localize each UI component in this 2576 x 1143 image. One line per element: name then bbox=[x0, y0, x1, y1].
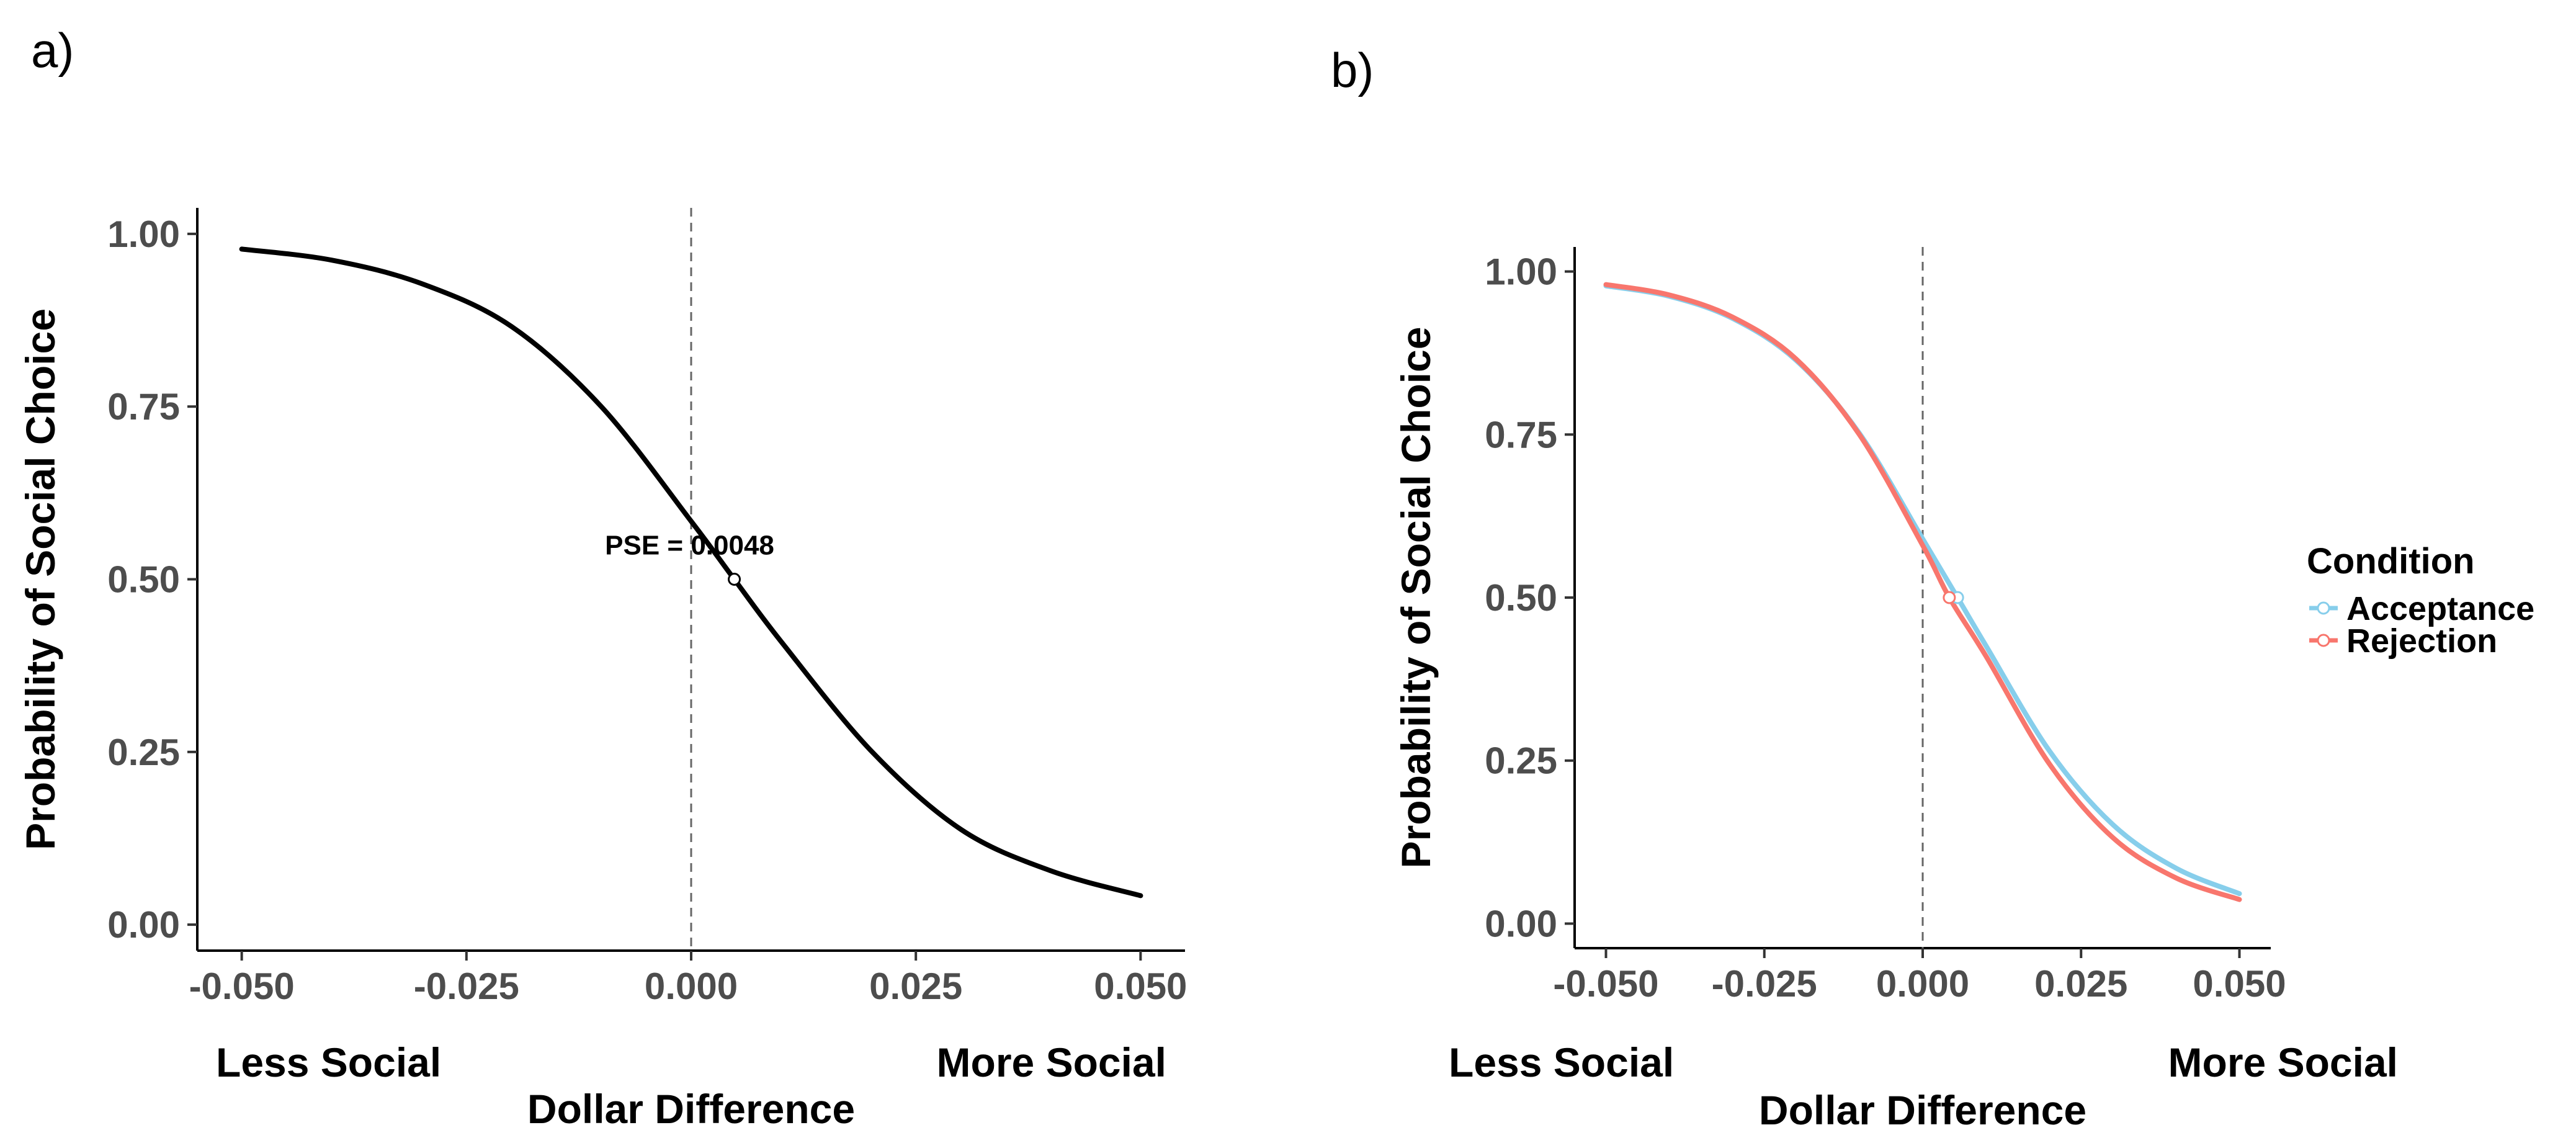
x-tick-label: 0.000 bbox=[1876, 963, 1969, 1005]
x-tick-label: -0.025 bbox=[1712, 963, 1817, 1005]
legend-label-rejection: Rejection bbox=[2346, 622, 2497, 660]
y-tick-label: 0.75 bbox=[1485, 414, 1557, 455]
legend-item-rejection: Rejection bbox=[2309, 622, 2497, 660]
y-axis-title: Probability of Social Choice bbox=[17, 308, 63, 850]
panel-a: a) 0.00 0.25 0.50 0.75 1.00 -0.050 -0.025 0.00… bbox=[17, 23, 1187, 1132]
less-social-label: Less Social bbox=[1449, 1039, 1674, 1085]
rejection-curve bbox=[1603, 282, 2242, 902]
y-axis-title: Probability of Social Choice bbox=[1393, 327, 1439, 869]
x-tick-label: -0.025 bbox=[414, 966, 519, 1007]
x-tick-label: 0.000 bbox=[645, 966, 738, 1007]
x-axis-title: Dollar Difference bbox=[527, 1086, 855, 1132]
x-tick-label: 0.050 bbox=[1094, 966, 1187, 1007]
y-ticks: 0.00 0.25 0.50 0.75 1.00 bbox=[107, 213, 197, 946]
x-ticks: -0.050 -0.025 0.000 0.025 0.050 bbox=[189, 951, 1187, 1007]
rejection-pse-marker bbox=[1943, 591, 1956, 604]
legend-marker-rejection bbox=[2317, 634, 2330, 647]
y-tick-label: 0.00 bbox=[1485, 903, 1557, 944]
x-axis-title: Dollar Difference bbox=[1759, 1087, 2086, 1133]
more-social-label: More Social bbox=[937, 1039, 1166, 1085]
pse-annotation: PSE = 0.0048 bbox=[605, 531, 774, 561]
y-tick-label: 0.00 bbox=[107, 904, 180, 946]
y-tick-label: 0.50 bbox=[107, 559, 180, 601]
panel-b-label: b) bbox=[1331, 43, 1374, 97]
y-tick-label: 0.50 bbox=[1485, 577, 1557, 619]
probability-curve bbox=[239, 246, 1143, 899]
panel-a-label: a) bbox=[31, 23, 74, 78]
y-ticks: 0.00 0.25 0.50 0.75 1.00 bbox=[1485, 251, 1575, 944]
y-tick-label: 0.75 bbox=[107, 386, 180, 428]
x-ticks: -0.050 -0.025 0.000 0.025 0.050 bbox=[1553, 948, 2286, 1005]
less-social-label: Less Social bbox=[216, 1039, 441, 1085]
x-tick-label: 0.025 bbox=[2034, 963, 2127, 1005]
more-social-label: More Social bbox=[2168, 1039, 2398, 1085]
y-tick-label: 1.00 bbox=[1485, 251, 1557, 293]
pse-marker bbox=[728, 573, 741, 586]
panel-b: b) 0.00 0.25 0.50 0.75 1.00 -0.050 -0.025 0.00… bbox=[1331, 43, 2534, 1133]
x-tick-label: -0.050 bbox=[1553, 963, 1658, 1005]
legend-title: Condition bbox=[2307, 541, 2475, 581]
y-tick-label: 0.25 bbox=[1485, 740, 1557, 782]
legend-item-acceptance: Acceptance bbox=[2309, 590, 2534, 627]
y-tick-label: 1.00 bbox=[107, 213, 180, 255]
x-tick-label: -0.050 bbox=[189, 966, 295, 1007]
legend: Condition Acceptance Rejection bbox=[2307, 541, 2534, 660]
x-tick-label: 0.025 bbox=[869, 966, 962, 1007]
legend-marker-acceptance bbox=[2317, 601, 2330, 615]
x-tick-label: 0.050 bbox=[2193, 963, 2286, 1005]
y-tick-label: 0.25 bbox=[107, 732, 180, 773]
legend-label-acceptance: Acceptance bbox=[2346, 590, 2534, 627]
